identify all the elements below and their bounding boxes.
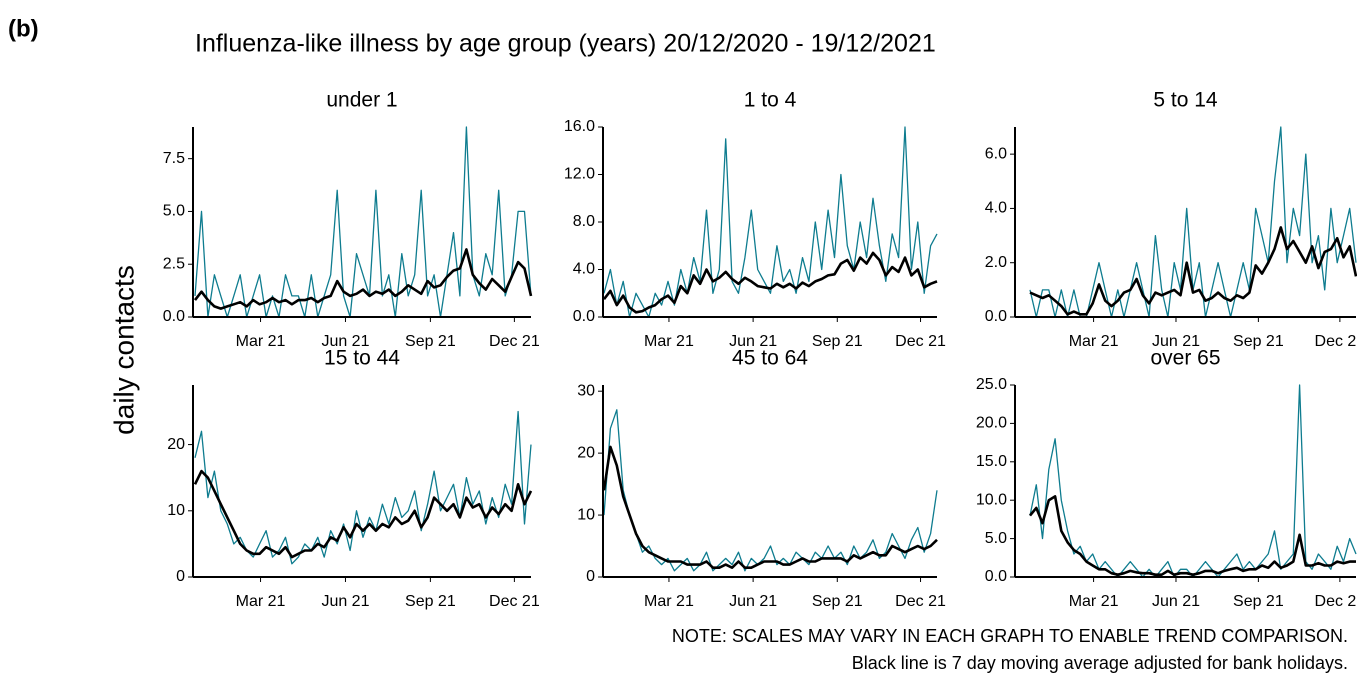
y-tick-label: 10 xyxy=(577,506,595,523)
figure-label: (b) xyxy=(8,15,39,42)
x-tick-label: Dec 21 xyxy=(895,333,946,350)
series-line xyxy=(193,469,533,559)
y-tick-label: 2.0 xyxy=(985,254,1007,271)
x-tick-label: Sep 21 xyxy=(405,593,456,610)
panel-title: 15 to 44 xyxy=(324,347,400,370)
y-tick-label: 10.0 xyxy=(976,491,1007,508)
x-tick-label: Sep 21 xyxy=(405,333,456,350)
x-tick-label: Mar 21 xyxy=(1069,333,1119,350)
y-tick-label: 16.0 xyxy=(564,118,595,135)
panel-title: 1 to 4 xyxy=(744,89,797,112)
y-tick-label: 20 xyxy=(167,436,185,453)
x-tick-label: Jun 21 xyxy=(321,593,369,610)
x-tick-label: Jun 21 xyxy=(1152,593,1200,610)
x-tick-label: Sep 21 xyxy=(1233,333,1284,350)
x-tick-label: Dec 21 xyxy=(489,333,540,350)
figure-title: Influenza-like illness by age group (yea… xyxy=(195,30,936,58)
y-tick-label: 2.5 xyxy=(163,255,185,272)
y-tick-label: 7.5 xyxy=(163,150,185,167)
x-tick-label: Sep 21 xyxy=(1233,593,1284,610)
series-line xyxy=(1029,226,1357,316)
x-tick-label: Sep 21 xyxy=(812,333,863,350)
y-tick-label: 20.0 xyxy=(976,415,1007,432)
series-line xyxy=(1029,384,1357,578)
y-tick-label: 0.0 xyxy=(573,308,595,325)
y-tick-label: 12.0 xyxy=(564,166,595,183)
x-tick-label: Sep 21 xyxy=(812,593,863,610)
y-axis-label: daily contacts xyxy=(108,265,139,435)
note: NOTE: SCALES MAY VARY IN EACH GRAPH TO E… xyxy=(672,626,1348,646)
x-tick-label: Mar 21 xyxy=(644,333,694,350)
series-line xyxy=(1028,495,1356,576)
y-tick-label: 20 xyxy=(577,444,595,461)
x-tick-label: Jun 21 xyxy=(729,333,777,350)
y-tick-label: 6.0 xyxy=(985,145,1007,162)
panel-title: under 1 xyxy=(326,89,397,112)
y-tick-label: 15.0 xyxy=(976,453,1007,470)
y-tick-label: 0 xyxy=(586,568,595,585)
y-tick-label: 5.0 xyxy=(985,530,1007,547)
x-tick-label: Mar 21 xyxy=(644,593,694,610)
y-tick-label: 30 xyxy=(577,382,595,399)
y-tick-label: 4.0 xyxy=(985,200,1007,217)
x-tick-label: Dec 21 xyxy=(1315,333,1357,350)
y-tick-label: 0.0 xyxy=(985,568,1007,585)
y-tick-label: 25.0 xyxy=(976,376,1007,393)
x-tick-label: Jun 21 xyxy=(1152,333,1200,350)
x-tick-label: Mar 21 xyxy=(1069,593,1119,610)
x-tick-label: Mar 21 xyxy=(236,333,286,350)
x-tick-label: Dec 21 xyxy=(1315,593,1357,610)
series-line xyxy=(193,248,533,310)
note: Black line is 7 day moving average adjus… xyxy=(852,653,1348,673)
y-tick-label: 8.0 xyxy=(573,213,595,230)
x-tick-label: Jun 21 xyxy=(321,333,369,350)
y-tick-label: 0 xyxy=(176,568,185,585)
x-tick-label: Jun 21 xyxy=(729,593,777,610)
y-tick-label: 5.0 xyxy=(163,203,185,220)
panel-title: 5 to 14 xyxy=(1153,89,1218,112)
y-tick-label: 4.0 xyxy=(573,261,595,278)
y-tick-label: 10 xyxy=(167,502,185,519)
x-tick-label: Dec 21 xyxy=(895,593,946,610)
y-tick-label: 0.0 xyxy=(985,308,1007,325)
series-line xyxy=(602,445,938,569)
panel-title: 45 to 64 xyxy=(732,347,808,370)
y-tick-label: 0.0 xyxy=(163,308,185,325)
panel-title: over 65 xyxy=(1150,347,1220,370)
series-line xyxy=(603,409,938,572)
series-line xyxy=(602,251,938,314)
x-tick-label: Dec 21 xyxy=(489,593,540,610)
series-line xyxy=(194,410,532,565)
x-tick-label: Mar 21 xyxy=(236,593,286,610)
